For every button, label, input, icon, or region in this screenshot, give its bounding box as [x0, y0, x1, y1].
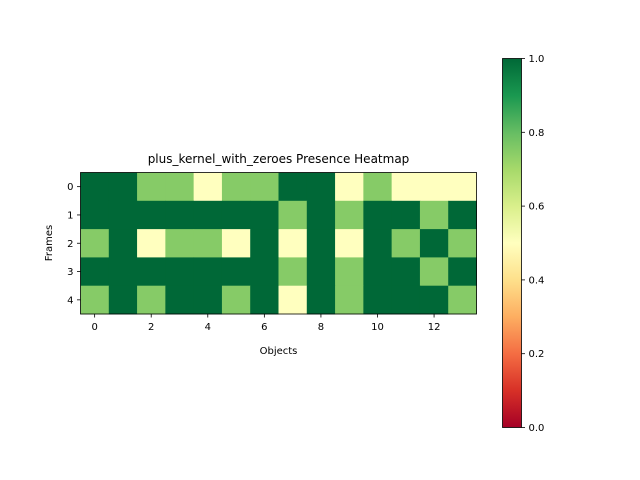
heatmap-cell [165, 172, 195, 202]
heatmap-cell [221, 200, 251, 230]
heatmap-cell [80, 257, 110, 287]
heatmap-cell [363, 200, 393, 230]
heatmap-cell [278, 285, 308, 315]
heatmap-cell [448, 229, 477, 258]
heatmap-cell [335, 229, 364, 258]
heatmap-cell [80, 285, 110, 315]
heatmap-cell [419, 257, 449, 287]
heatmap-cell [306, 257, 336, 287]
heatmap-cell [221, 257, 251, 287]
heatmap-cell [335, 200, 364, 230]
colorbar-tick-label: 0.4 [529, 275, 545, 286]
heatmap-cell [335, 285, 364, 315]
colorbar-tick-label: 0.8 [529, 128, 545, 139]
heatmap-cell [306, 200, 336, 230]
heatmap-cell [419, 172, 449, 202]
heatmap-cell [363, 229, 393, 258]
heatmap-cell [391, 200, 421, 230]
heatmap-cell [391, 229, 421, 258]
heatmap-cell [335, 257, 364, 287]
heatmap-cell [137, 257, 166, 287]
heatmap-cell [108, 172, 138, 202]
heatmap-cell [448, 200, 477, 230]
y-tick-label: 2 [67, 239, 73, 250]
heatmap-cell [193, 257, 223, 287]
y-tick-label: 3 [67, 267, 73, 278]
y-axis-label: Frames [44, 225, 55, 261]
x-tick-label: 6 [261, 322, 267, 333]
heatmap-cell [80, 172, 110, 202]
heatmap-cell [137, 200, 166, 230]
heatmap-cell [278, 257, 308, 287]
heatmap-cell [391, 257, 421, 287]
heatmap-cell [448, 285, 477, 315]
colorbar-tick-label: 0.0 [529, 423, 545, 434]
heatmap-cell [306, 285, 336, 315]
chart-title: plus_kernel_with_zeroes Presence Heatmap [148, 152, 410, 166]
heatmap-cell [250, 200, 279, 230]
heatmap-cell [448, 257, 477, 287]
colorbar [502, 58, 522, 428]
heatmap-cell [165, 229, 195, 258]
heatmap-cell [278, 200, 308, 230]
heatmap-cell [193, 229, 223, 258]
heatmap-cell [193, 200, 223, 230]
heatmap-cell [80, 229, 110, 258]
heatmap-cell [363, 172, 393, 202]
heatmap-cell [221, 172, 251, 202]
x-tick-label: 4 [205, 322, 211, 333]
heatmap-cell [108, 200, 138, 230]
heatmap-cell [391, 172, 421, 202]
heatmap-cell [419, 200, 449, 230]
heatmap-cell [391, 285, 421, 315]
colorbar-tick-label: 0.6 [529, 202, 545, 213]
heatmap-cell [165, 285, 195, 315]
heatmap-cell [193, 285, 223, 315]
heatmap-cell [335, 172, 364, 202]
x-axis-ticks: 0 2 4 6 8 10 12 [91, 314, 440, 333]
x-tick-label: 12 [428, 322, 441, 333]
heatmap-cell [221, 285, 251, 315]
heatmap-cell [278, 172, 308, 202]
heatmap-cell [137, 172, 166, 202]
x-tick-label: 10 [371, 322, 384, 333]
heatmap-cell [278, 229, 308, 258]
heatmap-cell [108, 257, 138, 287]
y-tick-label: 4 [67, 295, 73, 306]
y-tick-label: 0 [67, 182, 73, 193]
x-tick-label: 2 [148, 322, 154, 333]
x-tick-label: 0 [91, 322, 97, 333]
y-axis-ticks: 0 1 2 3 4 [67, 182, 81, 306]
y-tick-label: 1 [67, 210, 73, 221]
colorbar-ticks: 0.0 0.2 0.4 0.6 0.8 1.0 [521, 54, 545, 434]
heatmap-cell [193, 172, 223, 202]
heatmap-cell [363, 257, 393, 287]
heatmap-cell [419, 285, 449, 315]
colorbar-tick-label: 0.2 [529, 349, 545, 360]
heatmap-cell [419, 229, 449, 258]
heatmap-cell [448, 172, 477, 202]
heatmap-cell [363, 285, 393, 315]
x-tick-label: 8 [318, 322, 324, 333]
heatmap-cell [250, 172, 279, 202]
heatmap-cell [306, 229, 336, 258]
heatmap-cell [221, 229, 251, 258]
heatmap-cells [80, 172, 477, 315]
colorbar-tick-label: 1.0 [529, 54, 545, 65]
heatmap-cell [80, 200, 110, 230]
heatmap-cell [137, 285, 166, 315]
heatmap-cell [137, 229, 166, 258]
heatmap-cell [250, 229, 279, 258]
x-axis-label: Objects [260, 346, 298, 357]
heatmap-cell [108, 285, 138, 315]
heatmap-cell [250, 285, 279, 315]
heatmap-cell [165, 200, 195, 230]
heatmap-cell [165, 257, 195, 287]
heatmap-cell [306, 172, 336, 202]
heatmap-cell [250, 257, 279, 287]
heatmap-cell [108, 229, 138, 258]
